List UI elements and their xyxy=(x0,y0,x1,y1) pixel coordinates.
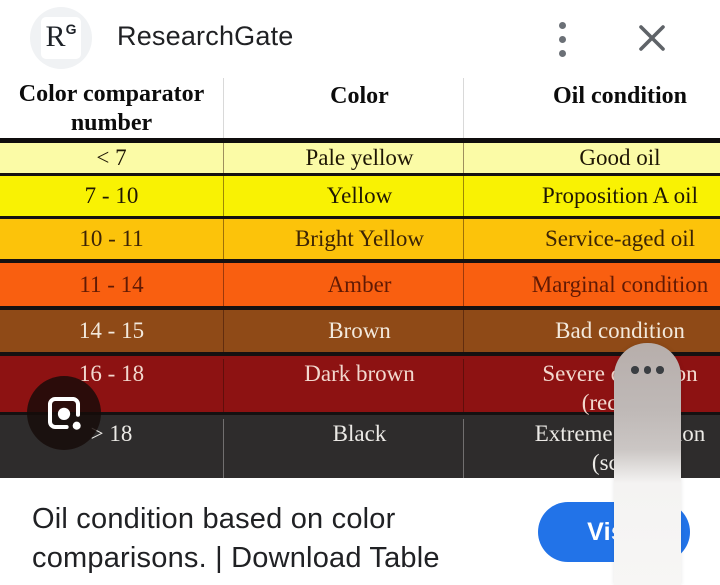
header-color: Color xyxy=(223,78,463,138)
cell-number: 11 - 14 xyxy=(79,272,144,297)
close-icon[interactable] xyxy=(629,15,675,61)
cell-color: Brown xyxy=(223,310,463,352)
app-bar: R G ResearchGate xyxy=(0,0,720,78)
cell-color: Dark brown xyxy=(223,359,463,412)
kebab-dot xyxy=(558,35,566,43)
table-row-bright-yellow: 10 - 11 Bright Yellow Service-aged oil xyxy=(0,219,720,263)
cell-color: Amber xyxy=(223,263,463,306)
table-row-black: > 18 Black Extreme condition (scrap xyxy=(0,415,720,478)
kebab-dot xyxy=(558,21,566,29)
kebab-dot xyxy=(558,49,566,57)
cell-condition: Good oil xyxy=(463,143,720,173)
header-oil-condition: Oil condition xyxy=(463,78,720,138)
cell-number: 7 - 10 xyxy=(84,183,139,208)
more-dot xyxy=(656,366,664,374)
table-row-pale-yellow: < 7 Pale yellow Good oil xyxy=(0,143,720,176)
table-body: < 7 Pale yellow Good oil 7 - 10 Yellow P… xyxy=(0,143,720,478)
cell-color: Yellow xyxy=(223,176,463,216)
cell-color: Black xyxy=(223,419,463,478)
caption-line2: comparisons. | Download Table xyxy=(32,542,440,574)
header-col1-line2: number xyxy=(70,110,153,136)
cell-condition: Severe condition (reclaim xyxy=(463,359,720,415)
researchgate-avatar[interactable]: R G xyxy=(30,7,92,69)
google-lens-icon xyxy=(47,396,81,430)
cell-condition: Marginal condition xyxy=(463,263,720,306)
cell-color: Pale yellow xyxy=(223,143,463,173)
cell-condition: Extreme condition (scrap xyxy=(463,419,720,478)
cell-condition: Proposition A oil xyxy=(463,176,720,216)
cell-number: 16 - 18 xyxy=(78,361,145,386)
cell-color: Bright Yellow xyxy=(223,219,463,259)
cell-condition: Service-aged oil xyxy=(463,219,720,259)
cell-number: 10 - 11 xyxy=(79,226,144,251)
table-header-row: Color comparator number Color Oil condit… xyxy=(0,78,720,143)
more-options-pill[interactable] xyxy=(614,343,681,585)
logo-letter-g: G xyxy=(65,21,77,37)
header-color-comparator-number: Color comparator number xyxy=(0,78,223,138)
image-caption: Oil condition based on color comparisons… xyxy=(32,500,440,578)
cell-number: < 7 xyxy=(96,145,127,170)
page-title: ResearchGate xyxy=(117,21,294,51)
more-dot xyxy=(631,366,639,374)
researchgate-logo-icon: R G xyxy=(41,17,81,59)
table-row-yellow: 7 - 10 Yellow Proposition A oil xyxy=(0,176,720,219)
three-dots-more-icon[interactable] xyxy=(631,366,664,374)
table-row-dark-brown: 16 - 18 Dark brown Severe condition (rec… xyxy=(0,356,720,415)
header-col1-line1: Color comparator xyxy=(18,81,205,107)
table-row-brown: 14 - 15 Brown Bad condition xyxy=(0,310,720,356)
cell-condition: Bad condition xyxy=(463,310,720,352)
more-dot xyxy=(643,366,652,374)
logo-letter-r: R xyxy=(45,20,66,53)
google-lens-button[interactable] xyxy=(27,376,101,450)
table-row-amber: 11 - 14 Amber Marginal condition xyxy=(0,263,720,310)
cell-number: 14 - 15 xyxy=(78,318,145,343)
kebab-menu-icon[interactable] xyxy=(548,13,576,65)
caption-line1: Oil condition based on color xyxy=(32,503,396,535)
close-x-glyph xyxy=(639,25,665,51)
